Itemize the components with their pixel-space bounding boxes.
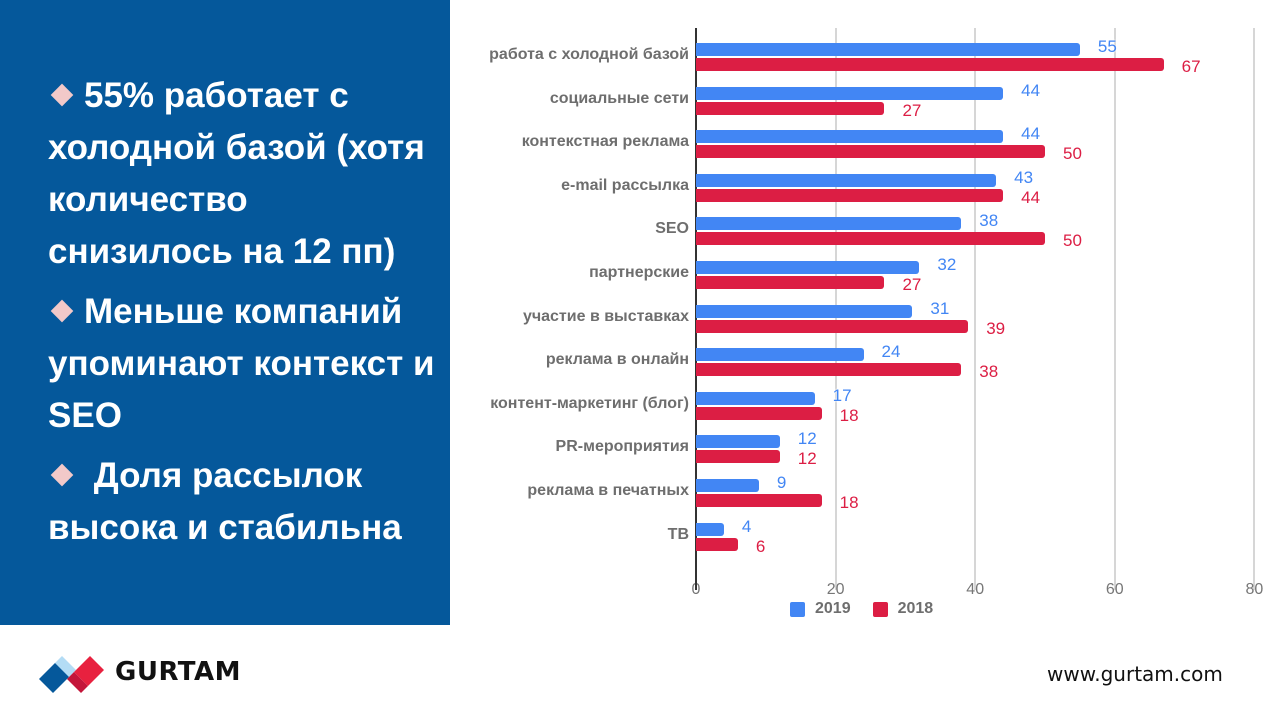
legend-item-2018[interactable]: 2018 [872, 600, 934, 618]
bar-2019[interactable] [696, 391, 815, 405]
data-label-2018: 27 [902, 100, 922, 120]
bar-2018[interactable] [696, 188, 1004, 202]
bar-chart: 020406080работа с холодной базой5567соци… [455, 25, 1284, 625]
data-label-2019: 32 [937, 255, 957, 274]
bar-2018[interactable] [696, 319, 969, 333]
data-label-2018: 44 [1021, 187, 1041, 207]
chart-legend: 2019 2018 [790, 600, 947, 618]
data-label-2019: 43 [1014, 167, 1034, 187]
bar-2019[interactable] [696, 43, 1080, 56]
data-label-2019: 17 [832, 385, 852, 405]
bar-2018[interactable] [696, 450, 780, 464]
brand-name: GURTAM [115, 657, 242, 687]
bar-2018[interactable] [696, 232, 1045, 246]
category-label: реклама в онлайн [545, 351, 689, 369]
data-label-2018: 38 [979, 362, 999, 382]
x-tick-label: 60 [1105, 581, 1124, 598]
bar-2019[interactable] [696, 435, 780, 449]
bar-2018[interactable] [696, 494, 822, 507]
data-label-2019: 55 [1097, 37, 1117, 56]
category-label: PR-мероприятия [555, 438, 689, 456]
bar-2018[interactable] [696, 58, 1164, 71]
data-label-2019: 24 [881, 342, 901, 362]
bar-2018[interactable] [696, 537, 738, 551]
data-label-2018: 50 [1063, 231, 1082, 251]
summary-panel: 55% работает с холодной базой (хотя коли… [0, 0, 450, 625]
data-label-2018: 50 [1063, 144, 1082, 164]
diamond-bullet-icon [50, 463, 74, 487]
bar-2019[interactable] [696, 304, 913, 318]
data-label-2018: 67 [1181, 57, 1201, 76]
legend-item-2019[interactable]: 2019 [790, 600, 851, 618]
category-label: социальные сети [549, 89, 689, 107]
bar-2018[interactable] [696, 406, 822, 420]
data-label-2019: 31 [930, 298, 950, 318]
bar-2019[interactable] [696, 173, 997, 187]
category-label: контент-маркетинг (блог) [490, 394, 689, 412]
data-label-2019: 9 [776, 473, 787, 492]
data-label-2018: 18 [839, 405, 859, 425]
bullet-list: 55% работает с холодной базой (хотя коли… [48, 70, 438, 562]
diamond-bullet-icon [50, 83, 74, 107]
bar-2018[interactable] [696, 363, 962, 377]
bar-2018[interactable] [696, 101, 885, 115]
legend-swatch-icon [790, 601, 805, 617]
bar-2018[interactable] [696, 276, 885, 289]
gridline [1253, 28, 1256, 590]
data-label-2018: 39 [986, 318, 1006, 338]
bullet-item: Меньше компаний упоминают контекст и SEO [48, 292, 435, 435]
data-label-2018: 27 [902, 275, 922, 294]
legend-label: 2019 [815, 600, 851, 617]
data-label-2018: 6 [755, 536, 766, 556]
gridline [1113, 28, 1116, 590]
category-label: партнерские [589, 264, 689, 281]
website-link[interactable]: www.gurtam.com [1047, 662, 1223, 686]
bar-2019[interactable] [696, 86, 1004, 100]
x-tick-label: 40 [966, 581, 985, 598]
data-label-2018: 12 [797, 449, 817, 469]
data-label-2019: 44 [1021, 124, 1041, 144]
category-label: реклама в печатных [527, 482, 689, 499]
bar-2019[interactable] [696, 522, 724, 536]
category-label: контекстная реклама [521, 133, 689, 151]
legend-label: 2018 [897, 600, 934, 617]
data-label-2019: 4 [741, 516, 752, 536]
category-label: ТВ [667, 525, 689, 543]
legend-swatch-icon [872, 601, 888, 617]
data-label-2018: 18 [839, 493, 859, 512]
gurtam-logo-icon [39, 656, 104, 693]
x-tick-label: 20 [826, 581, 845, 598]
bullet-item: 55% работает с холодной базой (хотя коли… [48, 76, 425, 271]
category-label: работа с холодной базой [489, 46, 689, 63]
category-label: SEO [655, 220, 689, 238]
bar-2018[interactable] [696, 145, 1045, 159]
bar-2019[interactable] [696, 217, 962, 231]
data-label-2019: 38 [979, 211, 999, 231]
bar-2019[interactable] [696, 130, 1004, 144]
bar-2019[interactable] [696, 261, 920, 274]
gridline [974, 28, 977, 590]
x-tick-label: 80 [1245, 581, 1264, 598]
category-label: e-mail рассылка [561, 176, 689, 194]
bullet-item: Доля рассылок высока и стабильна [48, 456, 402, 547]
bar-2019[interactable] [696, 348, 864, 362]
data-label-2019: 12 [797, 429, 817, 449]
category-label: участие в выставках [522, 307, 689, 325]
diamond-bullet-icon [50, 299, 74, 323]
bar-2019[interactable] [696, 479, 759, 492]
data-label-2019: 44 [1021, 80, 1041, 100]
